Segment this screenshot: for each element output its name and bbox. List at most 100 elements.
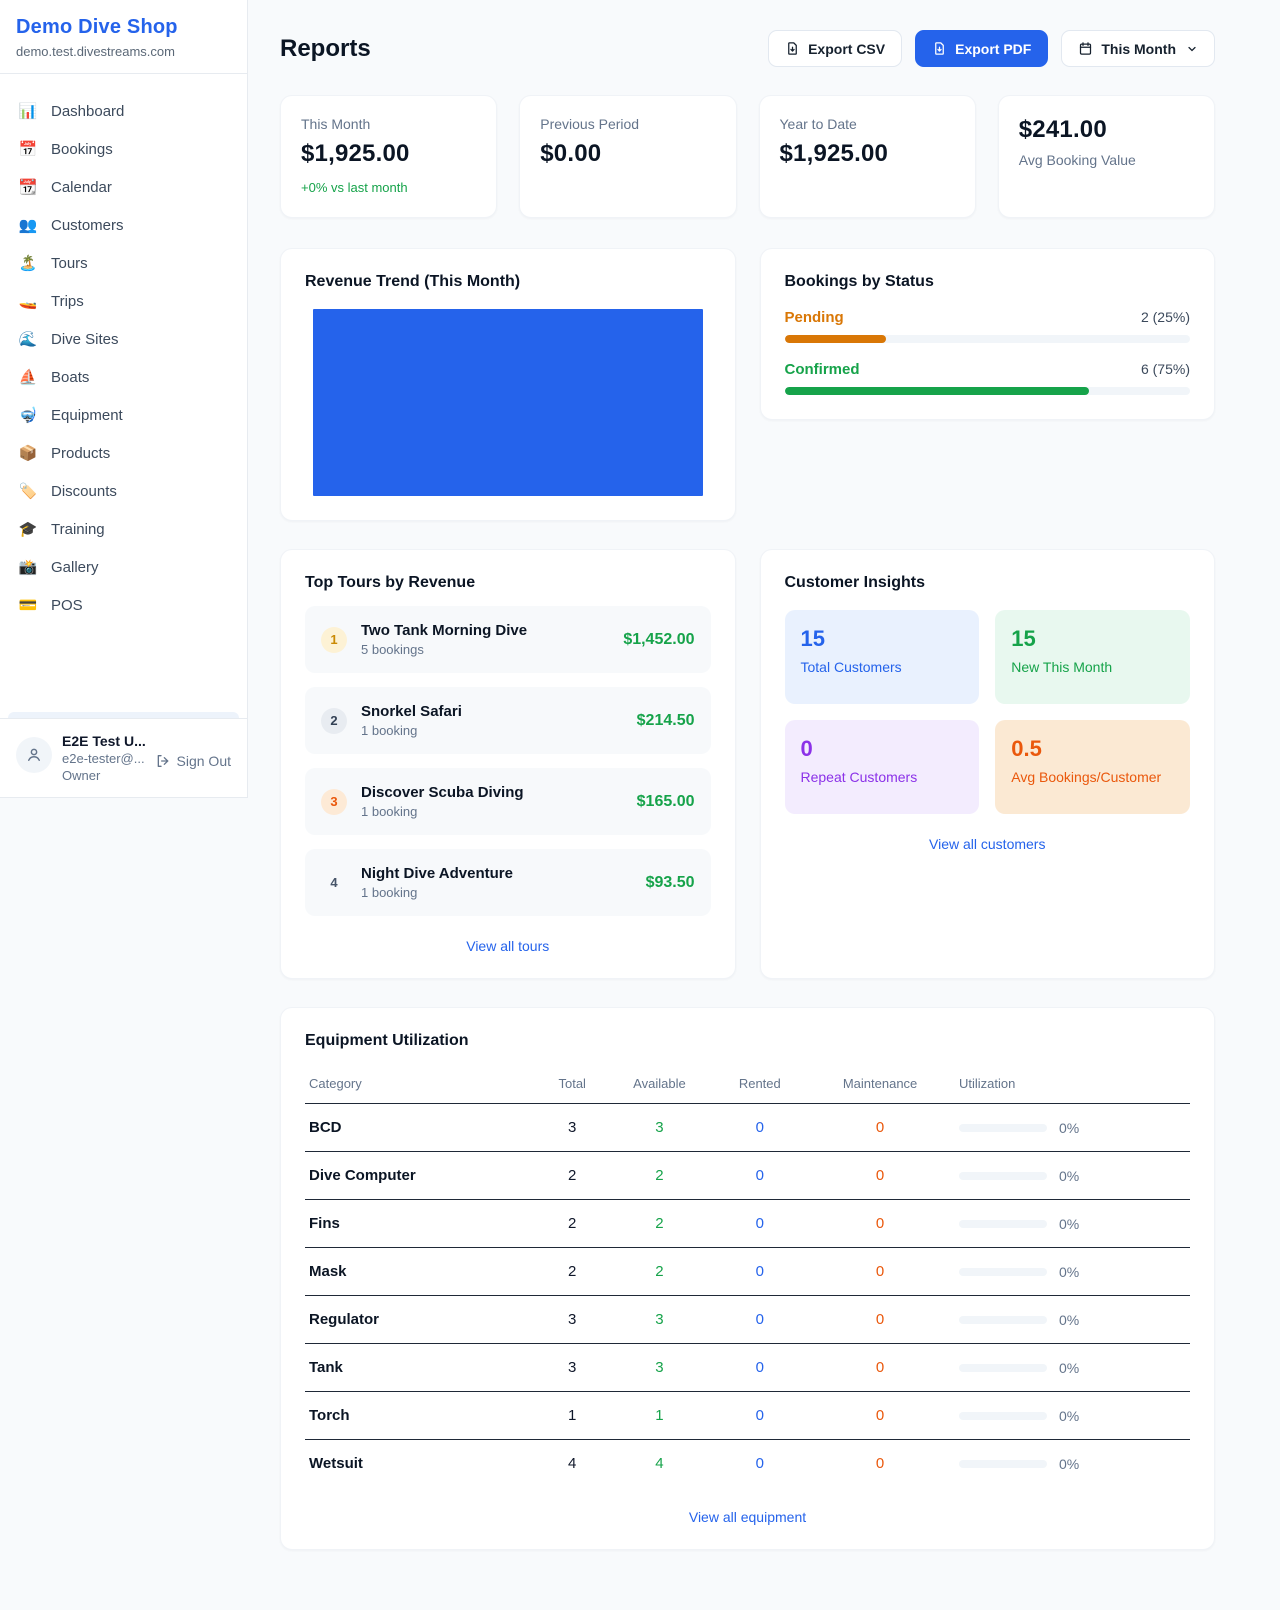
cell-maintenance: 0 [805,1391,955,1440]
table-header-row: Category Total Available Rented Maintena… [305,1068,1190,1104]
equipment-utilization-title: Equipment Utilization [305,1032,469,1049]
user-avatar [16,737,52,773]
cell-available: 1 [604,1391,715,1440]
brand-block: Demo Dive Shop demo.test.divestreams.com [0,0,247,74]
sidebar-item-gallery[interactable]: 📸 Gallery [8,548,239,586]
insight-tile-repeat-customers: 0 Repeat Customers [784,720,980,814]
customer-insights-card: Customer Insights 15 Total Customers 15 … [759,549,1215,979]
cell-rented: 0 [714,1295,806,1344]
col-available: Available [604,1068,715,1104]
period-dropdown[interactable]: This Month [1061,30,1215,67]
sidebar-item-label: Bookings [51,140,113,158]
sidebar-item-label: Customers [51,216,124,234]
tour-amount: $93.50 [645,873,695,891]
sidebar-item-bookings[interactable]: 📅 Bookings [8,130,239,168]
tour-amount: $1,452.00 [623,630,695,648]
shop-domain: demo.test.divestreams.com [16,44,175,59]
cell-rented: 0 [714,1199,806,1248]
page-title: Reports [280,34,371,62]
sidebar-item-label: Products [51,444,111,462]
revenue-trend-bar [313,309,703,496]
utilization-bar [959,1267,1047,1276]
cell-maintenance: 0 [805,1199,955,1248]
stat-label: Year to Date [779,116,857,132]
sidebar-item-label: Tours [51,254,88,272]
user-section: E2E Test U... e2e-tester@... Owner Sign … [0,718,247,797]
equipment-utilization-card: Equipment Utilization Category Total Ava… [280,1007,1215,1550]
rank-badge: 1 [321,626,347,653]
sidebar-item-boats[interactable]: ⛵ Boats [8,358,239,396]
sidebar-item-customers[interactable]: 👥 Customers [8,206,239,244]
export-pdf-button[interactable]: Export PDF [915,30,1049,67]
col-utilization: Utilization [955,1068,1190,1104]
sidebar-item-training[interactable]: 🎓 Training [8,510,239,548]
cell-maintenance: 0 [805,1295,955,1344]
stat-label: This Month [301,116,371,132]
sidebar-item-calendar[interactable]: 📆 Calendar [8,168,239,206]
tour-row: 1 Two Tank Morning Dive 5 bookings $1,45… [305,606,711,673]
sidebar-item-equipment[interactable]: 🤿 Equipment [8,396,239,434]
col-category: Category [305,1068,540,1104]
sidebar: Demo Dive Shop demo.test.divestreams.com… [0,0,248,798]
insight-label: Repeat Customers [800,769,918,785]
view-all-customers-link[interactable]: View all customers [929,836,1046,852]
speedboat-icon: 🚤 [18,293,38,310]
table-row: Dive Computer 2 2 0 0 0% [305,1151,1190,1200]
cell-utilization: 0% [955,1247,1190,1296]
sidebar-item-discounts[interactable]: 🏷️ Discounts [8,472,239,510]
view-all-equipment-link[interactable]: View all equipment [688,1509,807,1525]
view-all-tours-link[interactable]: View all tours [466,938,550,954]
stat-card-avg-booking-value: $241.00 Avg Booking Value [997,95,1215,218]
cell-utilization: 0% [955,1343,1190,1392]
stat-value: $241.00 [1018,116,1107,143]
export-csv-button[interactable]: Export CSV [768,30,903,67]
stat-card-previous-period: Previous Period $0.00 [519,95,737,218]
tour-bookings: 5 bookings [361,642,424,657]
calendar-icon: 📆 [18,179,38,196]
cell-available: 3 [604,1343,715,1392]
col-maintenance: Maintenance [805,1068,955,1104]
sidebar-item-pos[interactable]: 💳 POS [8,586,239,624]
tag-icon: 🏷️ [18,483,38,500]
table-row: BCD 3 3 0 0 0% [305,1103,1190,1152]
cell-total: 2 [540,1151,605,1200]
sidebar-item-products[interactable]: 📦 Products [8,434,239,472]
sidebar-item-label: Dashboard [51,102,125,120]
insight-value: 15 [1011,626,1036,651]
cell-maintenance: 0 [805,1343,955,1392]
cell-utilization: 0% [955,1440,1190,1488]
rank-badge: 3 [321,788,347,815]
sidebar-item-tours[interactable]: 🏝️ Tours [8,244,239,282]
file-download-icon [788,42,797,55]
progress-fill-pending [784,335,886,343]
sidebar-item-dive-sites[interactable]: 🌊 Dive Sites [8,320,239,358]
cell-total: 3 [540,1103,605,1152]
cell-available: 2 [604,1151,715,1200]
stat-value: $1,925.00 [779,140,889,167]
equipment-table: Category Total Available Rented Maintena… [305,1068,1190,1487]
package-icon: 📦 [18,445,38,462]
status-row-pending: Pending 2 (25%) [784,309,1190,343]
sidebar-item-active-partial[interactable] [8,712,239,718]
sidebar-item-trips[interactable]: 🚤 Trips [8,282,239,320]
cell-available: 2 [604,1199,715,1248]
revenue-trend-card: Revenue Trend (This Month) [280,248,736,521]
sidebar-item-dashboard[interactable]: 📊 Dashboard [8,92,239,130]
cell-available: 3 [604,1295,715,1344]
file-download-icon [935,42,944,55]
bookings-calendar-icon: 📅 [18,141,38,158]
utilization-bar [959,1411,1047,1420]
insight-label: New This Month [1011,659,1113,675]
tour-row: 4 Night Dive Adventure 1 booking $93.50 [305,849,711,916]
cell-rented: 0 [714,1103,806,1152]
cell-category: Regulator [305,1295,540,1344]
utilization-bar [959,1123,1047,1132]
rank-badge: 4 [330,875,338,890]
cell-category: Fins [305,1199,540,1248]
sidebar-item-label: Equipment [51,406,123,424]
tour-bookings: 1 booking [361,723,418,738]
credit-card-icon: 💳 [18,597,38,614]
sign-out-button[interactable]: Sign Out [155,753,231,769]
cell-total: 2 [540,1199,605,1248]
top-tours-title: Top Tours by Revenue [305,574,476,591]
